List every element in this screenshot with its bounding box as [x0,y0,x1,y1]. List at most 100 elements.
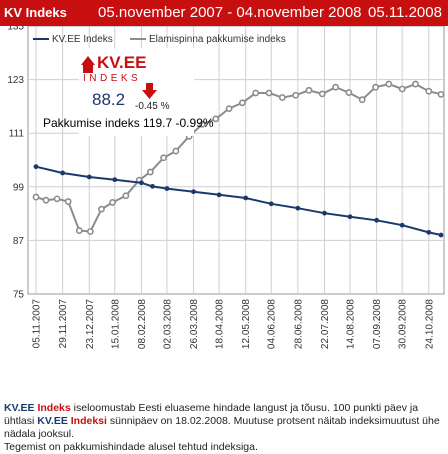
logo-bottom: INDEKS [83,73,141,84]
y-tick-label: 87 [13,236,25,247]
series-point-pakkumise [146,168,154,176]
legend: KV.EE Indeks Elamispinna pakkumise indek… [33,34,286,45]
series-point-pakkumise [42,196,50,204]
x-tick-label: 28.06.2008 [293,299,304,349]
x-tick-label: 05.11.2007 [32,299,43,349]
series-line-0 [35,165,442,236]
x-tick-label: 08.02.2008 [137,299,148,349]
series-layer [32,80,445,238]
y-tick-label: 123 [7,75,24,86]
line-chart: 75 87 99 111 123 135 05.11.2007 29.11.2007 23.1… [7,26,445,349]
series-point-pakkumise [292,91,300,99]
series-point-pakkumise [98,205,105,213]
series-point-pakkumise [172,147,180,155]
x-tick-label: 07.09.2008 [372,299,383,349]
series-point-kv [438,232,444,238]
series-point-pakkumise [265,89,273,97]
x-tick-label: 30.09.2008 [398,299,409,349]
series-point-pakkumise [278,94,286,101]
series-point-kv [268,201,274,207]
description-text-2: sünnipäev on 18.02.2008. Muutuse protsen… [4,415,440,440]
description-paragraph: KV.EE Indeks iseloomustab Eesti eluaseme… [4,402,444,441]
logo-top: KV.EE [97,53,146,72]
series-point-pakkumise [318,90,326,98]
legend-label-kv: KV.EE Indeks [52,34,113,45]
description: KV.EE Indeks iseloomustab Eesti eluaseme… [4,402,444,454]
series-point-pakkumise [199,120,206,128]
series-point-kv [399,222,405,228]
x-tick-label: 14.08.2008 [346,299,357,349]
x-tick-label: 04.06.2008 [267,299,278,349]
chart-title: KV Indeks [4,5,67,20]
series-point-pakkumise [437,90,445,98]
series-point-kv [139,180,144,186]
brand-indeks: Indeks [37,402,71,414]
series-point-kv [86,174,92,180]
house-icon [81,56,95,73]
series-point-kv [33,164,39,170]
series-point-kv [216,192,222,198]
series-point-kv [374,217,380,223]
series-point-pakkumise [305,86,313,94]
x-tick-label: 24.10.2008 [424,299,435,349]
series-point-pakkumise [122,192,130,200]
series-point-pakkumise [372,83,379,91]
series-point-pakkumise [212,115,220,123]
series-point-kv [426,229,432,235]
series-point-pakkumise [385,80,393,88]
series-point-pakkumise [425,87,433,95]
down-arrow-icon [142,83,157,99]
x-tick-label: 26.03.2008 [189,299,200,349]
series-point-pakkumise [53,195,61,203]
series-point-pakkumise [398,85,406,93]
series-point-pakkumise [109,199,116,206]
series-point-kv [60,170,66,176]
x-tick-label: 15.01.2008 [110,299,121,349]
x-tick-label: 12.05.2008 [241,299,252,349]
series-point-pakkumise [32,193,40,201]
series-point-kv [164,186,170,191]
series-point-kv [191,189,196,195]
series-point-pakkumise [86,228,94,235]
series-point-pakkumise [358,96,366,104]
chart-period: 05.november 2007 - 04.november 2008 [98,4,362,21]
series-point-kv [112,177,118,183]
chart-date: 05.11.2008 [368,4,442,21]
widget-box [79,48,194,136]
brand-kvee-2: KV.EE [37,415,68,427]
series-point-pakkumise [252,89,260,97]
series-point-kv [295,205,301,211]
y-tick-label: 99 [13,182,25,193]
series-point-pakkumise [332,83,339,91]
x-tick-label: 02.03.2008 [162,299,173,349]
series-point-pakkumise [64,198,72,205]
brand-indeksi: Indeksi [70,415,107,427]
x-tick-label: 29.11.2007 [58,299,69,349]
x-tick-label: 23.12.2007 [85,299,96,349]
series-point-pakkumise [75,227,83,234]
index-value: 88.2 [92,90,125,109]
y-tick-label: 111 [9,129,25,140]
index-widget: KV.EE INDEKS 88.2 -0.45 % [79,48,194,136]
y-tick-label: 135 [7,26,24,33]
series-point-pakkumise [225,105,233,113]
series-point-pakkumise [345,89,353,96]
kv-logo: KV.EE INDEKS [81,53,146,84]
brand-kvee: KV.EE [4,402,35,414]
pakkumise-index-text: Pakkumise indeks 119.7 -0.99% [43,116,214,130]
description-note: Tegemist on pakkumishindade alusel tehtu… [4,441,258,453]
index-change: -0.45 % [135,101,170,112]
y-axis: 75 87 99 111 123 135 [7,26,24,301]
series-point-kv [322,210,327,216]
series-point-pakkumise [412,80,419,88]
y-tick-label: 75 [13,290,25,301]
series-point-pakkumise [160,154,168,162]
description-text: iseloomustab Eesti eluaseme hindade lang… [4,402,419,427]
x-tick-label: 22.07.2008 [320,299,331,349]
x-tick-label: 18.04.2008 [215,299,226,349]
chart-header: KV Indeks 05.november 2007 - 04.november… [0,0,448,26]
series-point-kv [347,214,353,220]
x-axis: 05.11.2007 29.11.2007 23.12.2007 15.01.2008… [32,299,436,349]
legend-label-pakkumise: Elamispinna pakkumise indeks [149,34,286,45]
series-point-kv [150,183,155,189]
